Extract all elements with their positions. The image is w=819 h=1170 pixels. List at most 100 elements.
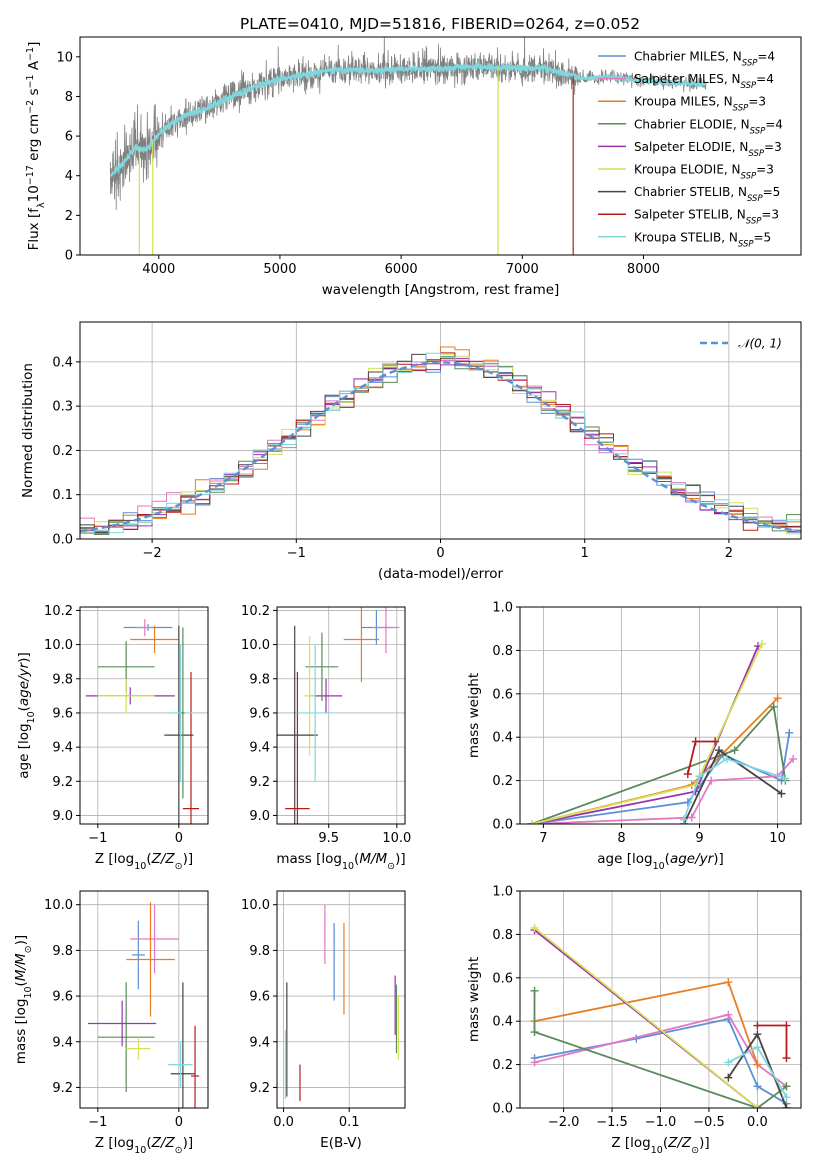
y-tick-label: 0.4 [492,731,513,746]
x-axis-label: Z [log10(Z/Z⊙)] [95,1135,193,1156]
plot-area [527,639,798,824]
y-tick-label: 10.2 [241,604,270,619]
x-tick-label: 10 [769,831,786,846]
x-axis-label: age [log10(age/yr)] [597,851,723,872]
errorbar-point [170,982,196,1108]
y-tick-label: 0.4 [492,1015,513,1030]
legend-label: Chabrier ELODIE, NSSP=4 [634,117,783,136]
weight-marker [527,820,536,824]
weight-marker [707,776,716,785]
y-tick-label: 0.3 [52,400,73,415]
y-tick-label: 9.2 [249,775,270,790]
y-tick-label: 9.2 [52,775,73,790]
weight-marker [687,813,696,822]
x-axis-label: (data-model)/error [378,566,504,582]
legend-label: Salpeter ELODIE, NSSP=3 [634,140,782,159]
legend-label: 𝒩(0, 1) [738,337,782,351]
y-tick-label: 0.2 [52,444,73,459]
x-axis-label: mass [log10(M/M⊙)] [276,851,405,872]
x-tick-label: 8 [617,831,625,846]
weight-marker [753,1104,762,1108]
y-tick-label: 9.0 [249,809,270,824]
y-tick-label: 0.4 [52,355,73,370]
errorbar-point [190,1025,200,1108]
x-tick-label: 0.1 [339,1115,360,1130]
x-tick-label: 6000 [385,262,418,277]
weight-line-5 [533,927,758,1108]
errorbar-point [130,904,179,974]
weight-marker [724,1073,733,1082]
weight-line-1 [534,1013,788,1088]
legend-label: Kroupa STELIB, NSSP=5 [634,230,771,249]
weight-marker [683,770,692,779]
weight-line-3 [531,704,787,824]
x-tick-label: 0 [175,831,183,846]
y-tick-label: 9.8 [249,944,270,959]
y-tick-label: 0.0 [52,533,73,548]
weight-marker [789,754,798,763]
plot-area [109,37,707,255]
weight-marker [785,728,794,737]
x-tick-label: 9.5 [318,831,339,846]
weight-marker [530,923,539,932]
plot-area [80,346,801,535]
y-tick-label: 9.4 [249,741,270,756]
y-axis-label: mass weight [466,957,482,1042]
weight-marker [769,702,778,711]
errorbar-point [297,644,333,782]
x-tick-label: −2.0 [548,1115,580,1130]
weight-marker [530,1058,539,1067]
x-tick-label: 7 [539,831,547,846]
x-tick-label: 10.0 [382,831,411,846]
x-tick-label: −1.0 [645,1115,677,1130]
weight-marker [782,1104,791,1108]
y-tick-label: 0.8 [492,928,513,943]
errorbar-point [126,902,175,1017]
x-axis-label: Z [log10(Z/Z⊙)] [95,851,193,872]
y-tick-label: 9.4 [52,741,73,756]
x-axis-label: wavelength [Angstrom, rest frame] [322,282,560,298]
weight-marker [782,1082,791,1091]
weight-marker [753,1060,762,1069]
weight-marker [530,986,539,995]
weight-marker [782,1093,791,1102]
errorbar-point [372,607,400,654]
weight-marker [753,1043,762,1052]
weight-marker [753,1030,762,1039]
weight-marker [722,754,731,763]
x-tick-label: −0.5 [693,1115,725,1130]
x-tick-label: −2 [143,546,162,561]
errorbar-point [305,632,339,701]
weight-marker [695,772,704,781]
x-tick-label: −1 [88,1115,107,1130]
x-tick-label: 0.0 [747,1115,768,1130]
y-tick-label: 0.8 [492,644,513,659]
y-tick-label: 9.4 [52,1035,73,1050]
weight-marker [753,1021,762,1030]
errorbar-point [168,1041,193,1088]
errorbar-point [97,678,155,713]
weight-marker [530,1028,539,1037]
errorbar-point [126,1037,151,1061]
axes-frame [79,36,802,256]
x-tick-label: 0 [175,1115,183,1130]
x-tick-label: 1 [581,546,589,561]
weight-vs-z-panel: −2.0 −1.5 −1.0 −0.5 0.0 0.0 0.2 0.4 0.6 0.8 1.0 Z [… [466,885,802,1156]
weight-marker [715,746,724,755]
legend-label: Kroupa ELODIE, NSSP=3 [634,163,774,182]
x-tick-label: −1 [287,546,306,561]
y-tick-label: 9.2 [249,1081,270,1096]
weight-marker [724,978,733,987]
x-tick-label: 0.0 [273,1115,294,1130]
y-tick-label: 9.0 [52,809,73,824]
y-axis-label: Normed distribution [20,363,36,498]
y-tick-label: 0.0 [492,818,513,833]
y-tick-label: 9.6 [249,990,270,1005]
mass-vs-z-panel: −1 0 9.2 9.4 9.6 9.8 10.0 Z [log10(Z/Z⊙)] mass [… [13,890,209,1156]
y-tick-label: 9.8 [52,944,73,959]
y-tick-label: 10.0 [44,898,73,913]
y-tick-label: 9.2 [52,1081,73,1096]
x-axis-label: E(B-V) [320,1135,362,1151]
weight-marker [782,1054,791,1063]
